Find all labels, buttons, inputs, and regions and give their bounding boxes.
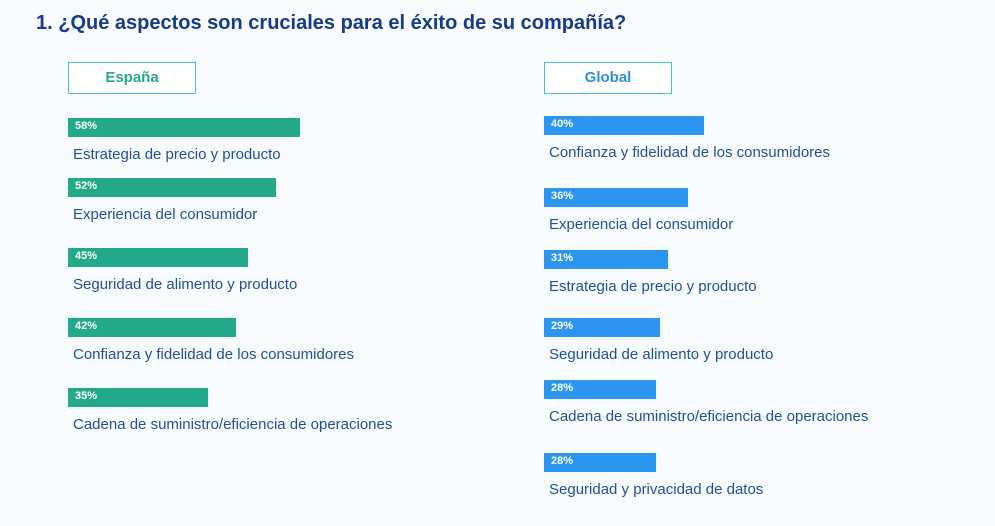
spain-bar-value-label: 52% bbox=[75, 180, 98, 192]
global-category-label: Seguridad de alimento y producto bbox=[549, 346, 774, 363]
spain-bar-item: 52% Experiencia del consumidor bbox=[68, 178, 468, 223]
spain-bar-item: 58% Estrategia de precio y producto bbox=[68, 118, 468, 163]
global-bar-item: 28% Cadena de suministro/eficiencia de op… bbox=[544, 380, 944, 425]
spain-bar: 45% bbox=[68, 248, 248, 267]
spain-bar: 35% bbox=[68, 388, 208, 407]
spain-bar-item: 42% Confianza y fidelidad de los consumid… bbox=[68, 318, 468, 363]
spain-bar-item: 35% Cadena de suministro/eficiencia de op… bbox=[68, 388, 468, 433]
global-bar-value-label: 36% bbox=[551, 190, 574, 202]
global-bar: 28% bbox=[544, 453, 656, 472]
global-bar: 40% bbox=[544, 116, 704, 135]
global-bar-item: 36% Experiencia del consumidor bbox=[544, 188, 944, 233]
chart-title: 1. ¿Qué aspectos son cruciales para el é… bbox=[36, 12, 627, 34]
spain-category-label: Cadena de suministro/eficiencia de opera… bbox=[73, 416, 393, 433]
global-bar-value-label: 29% bbox=[551, 320, 574, 332]
global-bar-value-label: 31% bbox=[551, 252, 574, 264]
spain-bar: 42% bbox=[68, 318, 236, 337]
global-label: Global bbox=[544, 62, 672, 94]
global-bar-item: 31% Estrategia de precio y producto bbox=[544, 250, 944, 295]
global-bar: 29% bbox=[544, 318, 660, 337]
spain-bar: 52% bbox=[68, 178, 276, 197]
global-category-label: Estrategia de precio y producto bbox=[549, 278, 757, 295]
spain-category-label: Confianza y fidelidad de los consumidore… bbox=[73, 346, 354, 363]
spain-bar-value-label: 45% bbox=[75, 250, 98, 262]
global-bar: 28% bbox=[544, 380, 656, 399]
global-category-label: Confianza y fidelidad de los consumidore… bbox=[549, 144, 830, 161]
spain-bar: 58% bbox=[68, 118, 300, 137]
spain-category-label: Experiencia del consumidor bbox=[73, 206, 258, 223]
global-bar: 36% bbox=[544, 188, 688, 207]
global-category-label: Experiencia del consumidor bbox=[549, 216, 734, 233]
spain-bar-value-label: 42% bbox=[75, 320, 98, 332]
global-bar-value-label: 28% bbox=[551, 382, 574, 394]
spain-label: España bbox=[68, 62, 196, 94]
global-bar-value-label: 28% bbox=[551, 455, 574, 467]
global-bar: 31% bbox=[544, 250, 668, 269]
global-category-label: Seguridad y privacidad de datos bbox=[549, 481, 764, 498]
global-bar-item: 28% Seguridad y privacidad de datos bbox=[544, 453, 944, 498]
spain-bar-value-label: 35% bbox=[75, 390, 98, 402]
spain-category-label: Seguridad de alimento y producto bbox=[73, 276, 298, 293]
spain-category-label: Estrategia de precio y producto bbox=[73, 146, 281, 163]
spain-bar-value-label: 58% bbox=[75, 120, 98, 132]
global-bar-item: 40% Confianza y fidelidad de los consumid… bbox=[544, 116, 944, 161]
global-bar-item: 29% Seguridad de alimento y producto bbox=[544, 318, 944, 363]
global-bar-value-label: 40% bbox=[551, 118, 574, 130]
global-category-label: Cadena de suministro/eficiencia de opera… bbox=[549, 408, 869, 425]
spain-bar-item: 45% Seguridad de alimento y producto bbox=[68, 248, 468, 293]
